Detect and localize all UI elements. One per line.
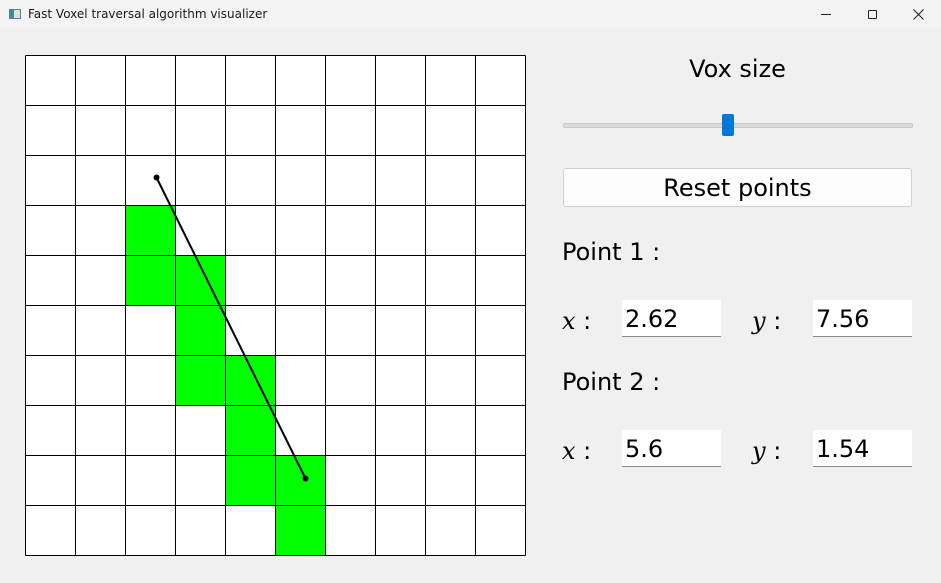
- close-icon: [912, 8, 924, 20]
- highlighted-voxel: [275, 505, 326, 556]
- point1-x-colon: :: [575, 307, 592, 335]
- voxel-grid-canvas[interactable]: [25, 55, 526, 556]
- slider-handle[interactable]: [721, 114, 734, 136]
- highlighted-voxel: [275, 455, 326, 506]
- point2-x-letter: x: [562, 437, 576, 465]
- point1-x-letter: x: [562, 307, 576, 335]
- reset-points-button[interactable]: Reset points: [563, 168, 912, 207]
- point1-y-input[interactable]: [813, 300, 912, 337]
- point2-marker[interactable]: [302, 475, 309, 482]
- highlighted-voxel: [225, 455, 276, 506]
- ray-segment: [153, 174, 309, 482]
- point1-heading: Point 1 :: [562, 238, 661, 266]
- window-title: Fast Voxel traversal algorithm visualize…: [28, 7, 268, 21]
- minimize-icon: [821, 13, 831, 15]
- point1-x-label: x :: [562, 307, 591, 335]
- maximize-button[interactable]: [849, 0, 895, 28]
- point2-x-input[interactable]: [622, 430, 721, 467]
- point2-y-label: y :: [752, 437, 781, 465]
- close-button[interactable]: [895, 0, 941, 28]
- highlighted-voxel: [175, 305, 226, 356]
- vox-size-slider[interactable]: [563, 113, 913, 137]
- window-controls: [803, 0, 941, 28]
- slider-track[interactable]: [563, 123, 913, 128]
- highlighted-cells: [125, 205, 326, 556]
- point1-y-colon: :: [765, 307, 782, 335]
- highlighted-voxel: [225, 405, 276, 456]
- highlighted-voxel: [175, 255, 226, 306]
- point2-y-letter: y: [752, 437, 766, 465]
- point2-y-input[interactable]: [813, 430, 912, 467]
- point1-y-label: y :: [752, 307, 781, 335]
- highlighted-voxel: [175, 355, 226, 406]
- vox-size-label: Vox size: [689, 55, 786, 83]
- minimize-button[interactable]: [803, 0, 849, 28]
- maximize-icon: [867, 9, 877, 19]
- highlighted-voxel: [125, 255, 176, 306]
- point2-y-colon: :: [765, 437, 782, 465]
- point1-marker[interactable]: [153, 174, 160, 181]
- ray-line: [155, 177, 307, 479]
- highlighted-voxel: [225, 355, 276, 406]
- point2-heading: Point 2 :: [562, 368, 661, 396]
- highlighted-voxel: [125, 205, 176, 256]
- point1-x-input[interactable]: [622, 300, 721, 337]
- point1-y-letter: y: [752, 307, 766, 335]
- grid-lines: [25, 55, 526, 556]
- app-icon: [9, 9, 21, 19]
- point2-x-colon: :: [575, 437, 592, 465]
- title-bar[interactable]: Fast Voxel traversal algorithm visualize…: [0, 0, 941, 28]
- point2-x-label: x :: [562, 437, 591, 465]
